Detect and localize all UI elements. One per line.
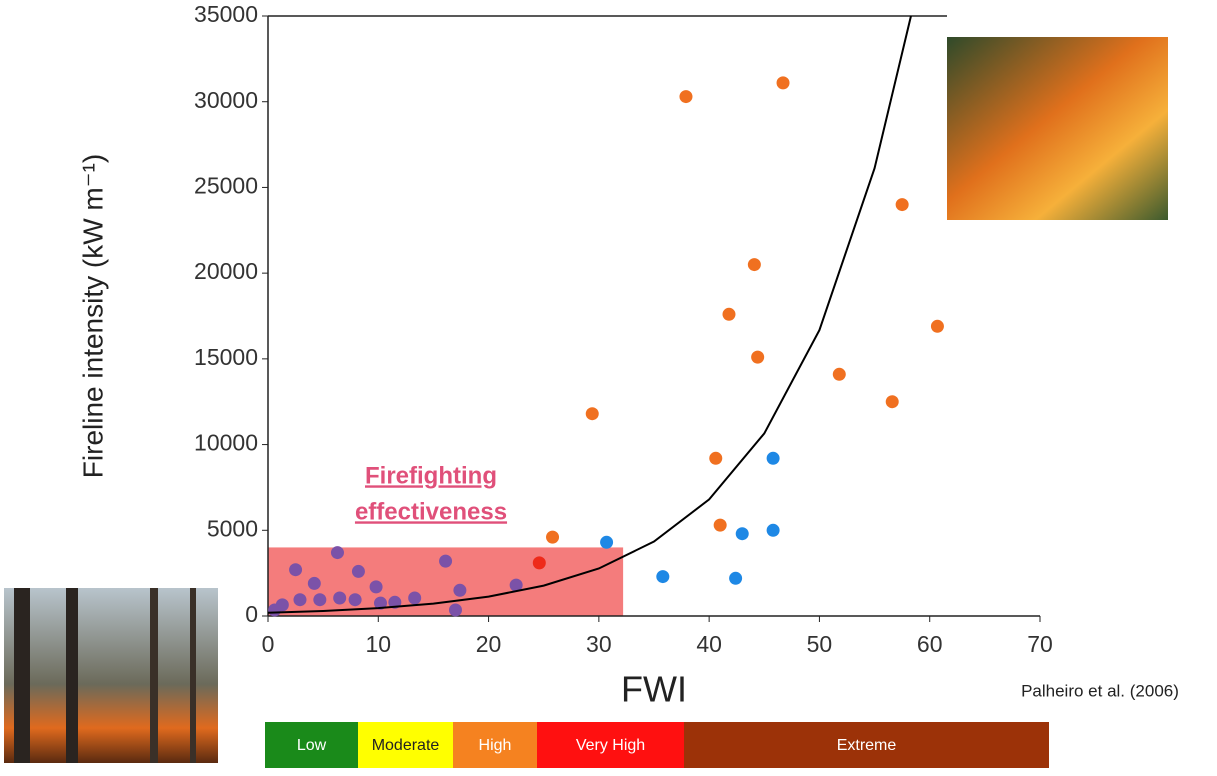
x-tick-label: 70 <box>1027 631 1053 657</box>
point <box>408 592 421 605</box>
page: Palheiro et al. (2006) Firefighting effec… <box>0 0 1217 776</box>
point <box>777 76 790 89</box>
x-tick-label: 50 <box>807 631 833 657</box>
x-tick-label: 0 <box>262 631 275 657</box>
point <box>736 527 749 540</box>
zone-label: effectiveness <box>355 498 507 525</box>
point <box>729 572 742 585</box>
photo-crown-fire <box>947 37 1168 220</box>
point <box>308 577 321 590</box>
zone-label: Firefighting <box>365 462 497 489</box>
y-tick-label: 20000 <box>194 258 258 284</box>
point <box>533 556 546 569</box>
point <box>833 368 846 381</box>
point <box>679 90 692 103</box>
y-tick-label: 0 <box>245 601 258 627</box>
x-tick-label: 40 <box>696 631 722 657</box>
point <box>886 395 899 408</box>
chart: Palheiro et al. (2006) Firefighting effec… <box>0 0 1217 771</box>
point <box>748 258 761 271</box>
y-tick-label: 5000 <box>207 515 258 541</box>
point <box>370 580 383 593</box>
point <box>546 531 559 544</box>
point <box>293 593 306 606</box>
x-tick-label: 20 <box>476 631 502 657</box>
x-axis-label: FWI <box>621 669 687 710</box>
point <box>349 593 362 606</box>
x-tick-label: 60 <box>917 631 943 657</box>
danger-class-label: Moderate <box>372 737 440 754</box>
point <box>709 452 722 465</box>
point <box>751 351 764 364</box>
point <box>600 536 613 549</box>
x-tick-label: 10 <box>365 631 391 657</box>
point <box>268 604 281 617</box>
point <box>439 555 452 568</box>
point <box>931 320 944 333</box>
point <box>586 407 599 420</box>
point <box>333 592 346 605</box>
y-tick-label: 35000 <box>194 1 258 27</box>
point <box>449 604 462 617</box>
point <box>352 565 365 578</box>
y-tick-label: 10000 <box>194 430 258 456</box>
point <box>313 593 326 606</box>
point <box>896 198 909 211</box>
y-tick-label: 30000 <box>194 87 258 113</box>
point <box>714 519 727 532</box>
source: Palheiro et al. (2006) <box>1021 681 1179 700</box>
point <box>767 524 780 537</box>
point <box>722 308 735 321</box>
point <box>453 584 466 597</box>
point <box>289 563 302 576</box>
danger-class-label: Very High <box>576 737 645 754</box>
danger-class-label: Low <box>297 737 327 754</box>
photo-surface-fire <box>4 588 218 763</box>
danger-class-label: High <box>479 737 512 754</box>
y-axis-label: Fireline intensity (kW m⁻¹) <box>77 154 108 478</box>
point <box>656 570 669 583</box>
danger-class-label: Extreme <box>837 737 897 754</box>
x-tick-label: 30 <box>586 631 612 657</box>
y-tick-label: 15000 <box>194 344 258 370</box>
point <box>331 546 344 559</box>
y-tick-label: 25000 <box>194 173 258 199</box>
point <box>767 452 780 465</box>
